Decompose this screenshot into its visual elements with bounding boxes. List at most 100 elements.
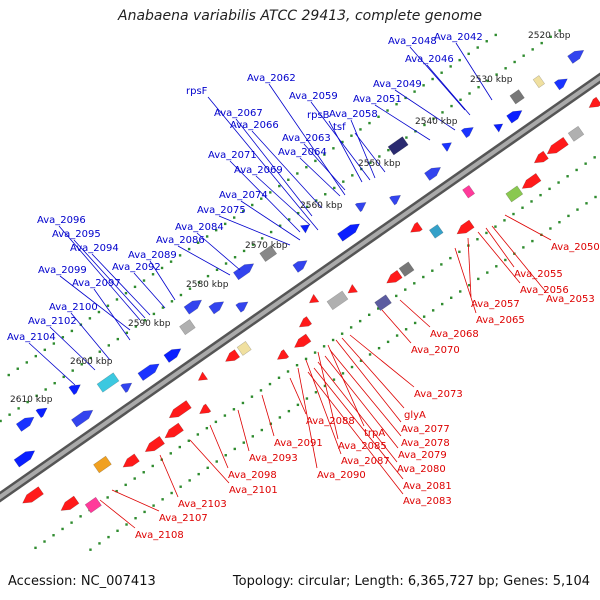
- forward-gene-arrow: [300, 224, 311, 234]
- guide-dot: [269, 422, 273, 425]
- guide-dot: [260, 428, 264, 432]
- forward-gene-label[interactable]: Ava_2063: [282, 133, 331, 144]
- guide-dot: [332, 378, 336, 381]
- reverse-gene-label[interactable]: glyA: [404, 410, 426, 421]
- guide-dot: [142, 471, 145, 474]
- reverse-gene-label[interactable]: Ava_2070: [411, 345, 460, 356]
- forward-gene-label[interactable]: Ava_2104: [7, 332, 56, 343]
- feature-box: [96, 372, 120, 393]
- reverse-gene-label[interactable]: Ava_2065: [476, 315, 525, 326]
- guide-dot: [97, 310, 101, 314]
- reverse-gene-label[interactable]: Ava_2101: [229, 485, 278, 496]
- forward-gene-label[interactable]: Ava_2058: [329, 109, 378, 120]
- forward-gene-label[interactable]: Ava_2086: [156, 235, 205, 246]
- guide-dot: [522, 54, 525, 57]
- forward-gene-label[interactable]: Ava_2095: [52, 229, 101, 240]
- reverse-gene-label[interactable]: Ava_2057: [471, 299, 520, 310]
- reverse-gene-label[interactable]: Ava_2079: [398, 450, 447, 461]
- guide-dot: [286, 370, 290, 373]
- forward-gene-label[interactable]: Ava_2102: [28, 316, 77, 327]
- guide-dot: [368, 353, 372, 356]
- reverse-gene-label[interactable]: Ava_2080: [397, 464, 446, 475]
- forward-gene-label[interactable]: Ava_2049: [373, 79, 422, 90]
- reverse-leader-line: [159, 454, 179, 498]
- forward-gene-arrow: [183, 299, 203, 315]
- guide-dot: [558, 221, 561, 224]
- guide-dot: [161, 306, 165, 309]
- guide-dot: [368, 121, 371, 125]
- guide-dot: [512, 212, 515, 216]
- reverse-leader-line: [381, 309, 412, 344]
- forward-gene-label[interactable]: Ava_2092: [112, 262, 161, 273]
- reverse-gene-label[interactable]: Ava_2083: [403, 496, 452, 507]
- guide-dot: [377, 307, 380, 310]
- guide-dot: [179, 485, 182, 488]
- reverse-gene-label[interactable]: Ava_2090: [317, 470, 366, 481]
- guide-dot: [233, 216, 236, 219]
- forward-gene-label[interactable]: Ava_2097: [72, 278, 121, 289]
- guide-dot: [414, 130, 417, 133]
- forward-gene-label[interactable]: Ava_2046: [405, 54, 454, 65]
- forward-gene-arrow: [137, 363, 160, 381]
- forward-gene-label[interactable]: Ava_2062: [247, 73, 296, 84]
- reverse-gene-label[interactable]: Ava_2091: [274, 438, 323, 449]
- guide-dot: [116, 337, 120, 341]
- reverse-gene-label[interactable]: Ava_2073: [414, 389, 463, 400]
- reverse-gene-label[interactable]: Ava_2108: [135, 530, 184, 541]
- reverse-gene-label[interactable]: Ava_2050: [551, 242, 600, 253]
- forward-gene-label[interactable]: rpsB: [307, 110, 330, 121]
- forward-gene-label[interactable]: Ava_2067: [214, 108, 263, 119]
- reverse-gene-label[interactable]: Ava_2055: [514, 269, 563, 280]
- forward-gene-label[interactable]: Ava_2099: [38, 265, 87, 276]
- forward-gene-label[interactable]: Ava_2071: [208, 150, 257, 161]
- reverse-gene-label[interactable]: Ava_2056: [520, 285, 569, 296]
- guide-dot: [134, 325, 138, 328]
- reverse-gene-label[interactable]: Ava_2093: [249, 453, 298, 464]
- guide-dot: [440, 263, 443, 266]
- forward-gene-label[interactable]: Ava_2048: [388, 36, 437, 47]
- forward-gene-label[interactable]: rpsF: [186, 86, 208, 97]
- forward-gene-label[interactable]: Ava_2096: [37, 215, 86, 226]
- forward-gene-label[interactable]: Ava_2074: [219, 190, 268, 201]
- guide-dot: [386, 109, 389, 112]
- forward-gene-label[interactable]: Ava_2089: [128, 250, 177, 261]
- forward-gene-label[interactable]: Ava_2051: [353, 94, 402, 105]
- guide-dot: [287, 218, 291, 221]
- kbp-tick-label: 2600 kbp: [70, 357, 113, 367]
- forward-gene-label[interactable]: Ava_2100: [49, 302, 98, 313]
- guide-dot: [196, 241, 200, 244]
- guide-dot: [305, 165, 308, 169]
- guide-dot: [459, 98, 462, 101]
- reverse-gene-label[interactable]: Ava_2103: [178, 499, 227, 510]
- reverse-gene-label[interactable]: Ava_2107: [159, 513, 208, 524]
- forward-leader-line: [196, 232, 241, 271]
- forward-gene-label[interactable]: Ava_2066: [230, 120, 279, 131]
- forward-gene-label[interactable]: Ava_2069: [234, 165, 283, 176]
- reverse-gene-label[interactable]: Ava_2088: [306, 416, 355, 427]
- forward-gene-label[interactable]: Ava_2094: [70, 243, 119, 254]
- forward-gene-label[interactable]: tsf: [333, 122, 346, 133]
- forward-gene-label[interactable]: Ava_2042: [434, 32, 483, 43]
- reverse-gene-label[interactable]: Ava_2078: [401, 438, 450, 449]
- forward-gene-label[interactable]: Ava_2084: [175, 222, 224, 233]
- guide-dot: [522, 246, 525, 249]
- reverse-gene-label[interactable]: Ava_2068: [430, 329, 479, 340]
- forward-gene-label[interactable]: Ava_2064: [278, 147, 327, 158]
- forward-leader-line: [49, 326, 96, 371]
- forward-gene-label[interactable]: Ava_2075: [197, 205, 246, 216]
- guide-dot: [513, 60, 516, 64]
- reverse-leader-line: [261, 394, 275, 437]
- forward-gene-label[interactable]: Ava_2059: [289, 91, 338, 102]
- reverse-gene-label[interactable]: trpA: [364, 428, 385, 439]
- reverse-gene-label[interactable]: Ava_2053: [546, 294, 595, 305]
- guide-dot: [504, 67, 507, 70]
- reverse-gene-label[interactable]: Ava_2098: [228, 470, 277, 481]
- reverse-gene-label[interactable]: Ava_2077: [401, 424, 450, 435]
- guide-dot: [134, 517, 137, 520]
- reverse-gene-label[interactable]: Ava_2081: [403, 481, 452, 492]
- guide-dot: [178, 254, 182, 257]
- reverse-gene-label[interactable]: Ava_2085: [338, 441, 387, 452]
- guide-dot: [241, 401, 245, 405]
- reverse-gene-label[interactable]: Ava_2087: [341, 456, 390, 467]
